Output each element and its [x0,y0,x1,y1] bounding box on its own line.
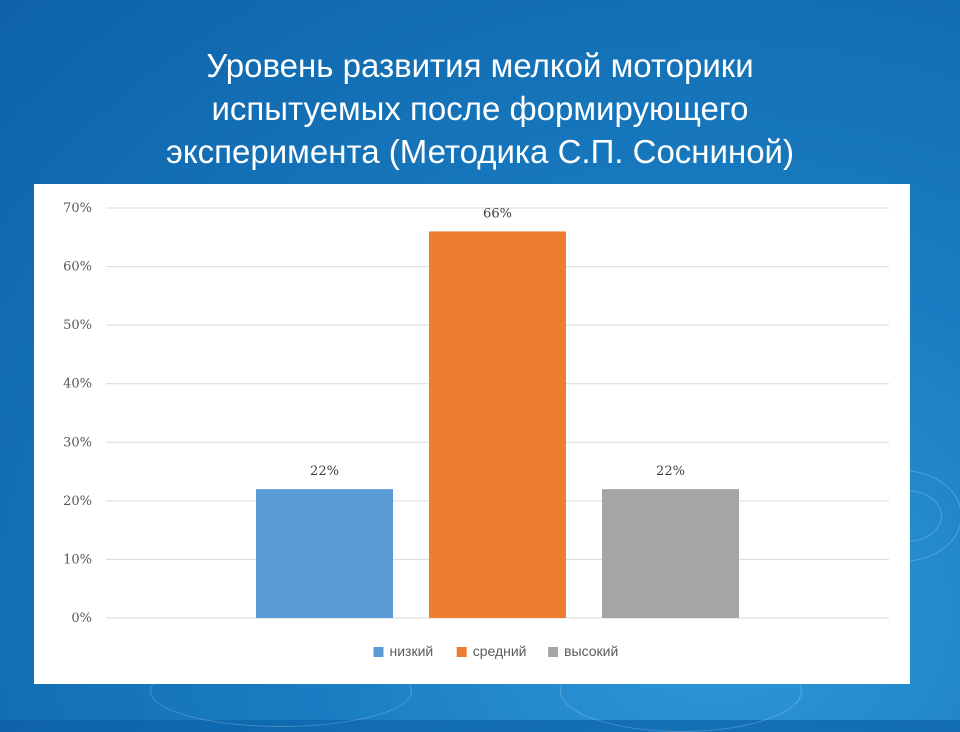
legend-swatch [456,647,467,657]
slide-title: Уровень развития мелкой моторики испытуе… [60,44,900,173]
legend-label: высокий [564,643,618,659]
y-tick-label: 20% [63,494,92,509]
legend-label: средний [473,643,527,659]
y-tick-label: 0% [71,611,92,626]
legend-swatch [373,647,384,657]
y-tick-label: 40% [63,377,92,392]
y-tick-label: 30% [63,435,92,450]
bar-chart: 0% 10% 20% 30% 40% 50% 60% 70% 22% 66% 22% низкий ср… [63,201,889,659]
legend-label: низкий [390,643,434,659]
bar-2 [429,231,566,618]
y-tick-label: 50% [63,318,92,333]
data-label: 22% [310,464,339,479]
bar-1 [256,489,393,618]
y-tick-label: 60% [63,260,92,275]
slide-title-line: испытуемых после формирующего [211,90,749,127]
bar-3 [602,489,739,618]
legend-swatch [548,647,559,657]
slide-title-line: Уровень развития мелкой моторики [206,47,754,84]
data-label: 22% [656,464,685,479]
y-tick-label: 10% [63,552,92,567]
y-tick-label: 70% [63,201,92,216]
slide-title-line: эксперимента (Методика С.П. Сосниной) [166,133,794,170]
data-label: 66% [483,206,512,221]
chart-panel: 0% 10% 20% 30% 40% 50% 60% 70% 22% 66% 22% низкий ср… [34,184,910,684]
